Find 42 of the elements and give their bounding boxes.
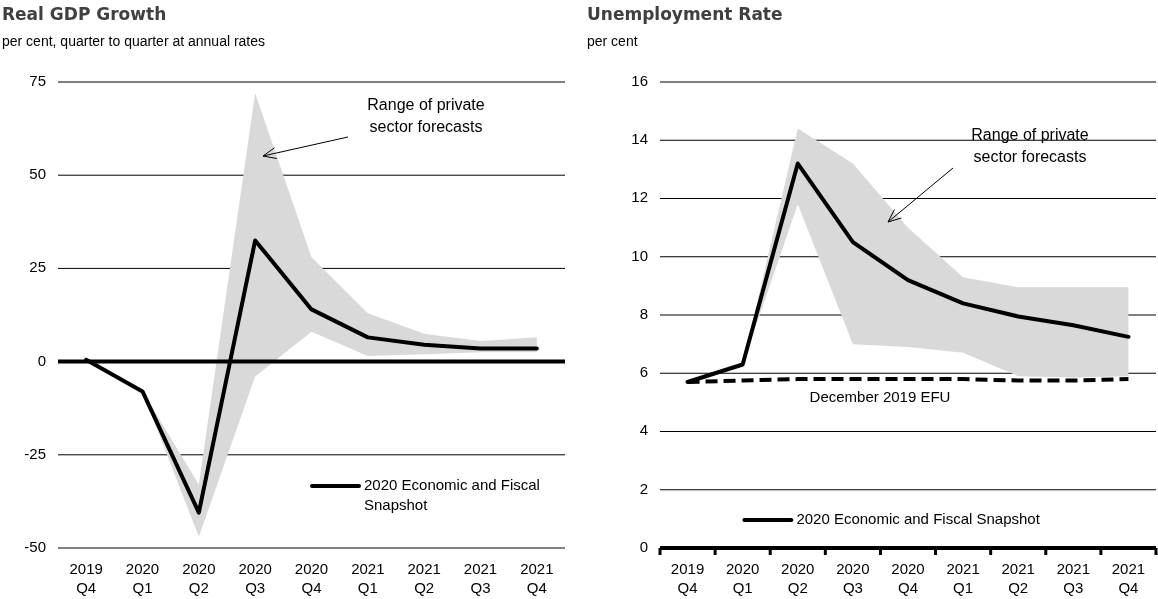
- y-tick-label: 16: [631, 71, 648, 89]
- x-tick-label: 2019 Q4: [69, 560, 103, 596]
- x-tick-label: 2020 Q2: [781, 560, 815, 596]
- x-tick-label: 2020 Q1: [125, 560, 160, 596]
- x-tick-label: 2020 Q1: [725, 560, 760, 596]
- x-tick-label: 2020 Q4: [294, 560, 329, 596]
- y-tick-label: 14: [631, 130, 648, 148]
- x-tick-label: 2021 Q2: [1001, 560, 1035, 596]
- x-tick-label: 2021 Q4: [520, 560, 554, 596]
- y-tick-label: 0: [639, 537, 648, 555]
- annotation: December 2019 EFU: [809, 388, 951, 405]
- chart-title: Unemployment Rate: [587, 4, 783, 24]
- legend-label: 2020 Economic and Fiscal Snapshot: [364, 475, 540, 513]
- y-tick-label: 8: [639, 304, 648, 322]
- y-tick-label: 50: [29, 165, 46, 183]
- y-tick-label: 12: [631, 188, 648, 206]
- annotation: Range of private sector forecasts: [367, 96, 485, 135]
- x-tick-label: 2019 Q4: [670, 560, 705, 596]
- x-tick-label: 2020 Q3: [836, 560, 870, 596]
- y-tick-label: 10: [631, 246, 648, 264]
- x-tick-label: 2021 Q3: [1056, 560, 1091, 596]
- x-tick-label: 2021 Q2: [407, 560, 441, 596]
- x-tick-label: 2021 Q4: [1111, 560, 1146, 596]
- annotation: Range of private sector forecasts: [971, 126, 1089, 165]
- x-tick-label: 2021 Q1: [351, 560, 385, 596]
- x-tick-label: 2020 Q3: [238, 560, 272, 596]
- y-tick-label: 6: [639, 363, 648, 381]
- y-tick-label: 2: [639, 479, 648, 497]
- y-tick-label: -50: [24, 537, 46, 555]
- y-axis-title: per cent: [587, 33, 638, 49]
- y-tick-label: 25: [29, 258, 46, 276]
- y-tick-label: 4: [639, 421, 648, 439]
- y-tick-label: -25: [24, 444, 46, 462]
- x-tick-label: 2020 Q2: [182, 560, 216, 596]
- x-tick-label: 2021 Q1: [946, 560, 980, 596]
- x-tick-label: 2020 Q4: [891, 560, 925, 596]
- legend-label: 2020 Economic and Fiscal Snapshot: [796, 509, 1041, 527]
- y-tick-label: 75: [29, 71, 46, 89]
- x-tick-label: 2021 Q3: [463, 560, 498, 596]
- y-axis-title: per cent, quarter to quarter at annual rates: [2, 33, 266, 49]
- chart-title: Real GDP Growth: [2, 4, 167, 24]
- y-tick-label: 0: [37, 351, 46, 369]
